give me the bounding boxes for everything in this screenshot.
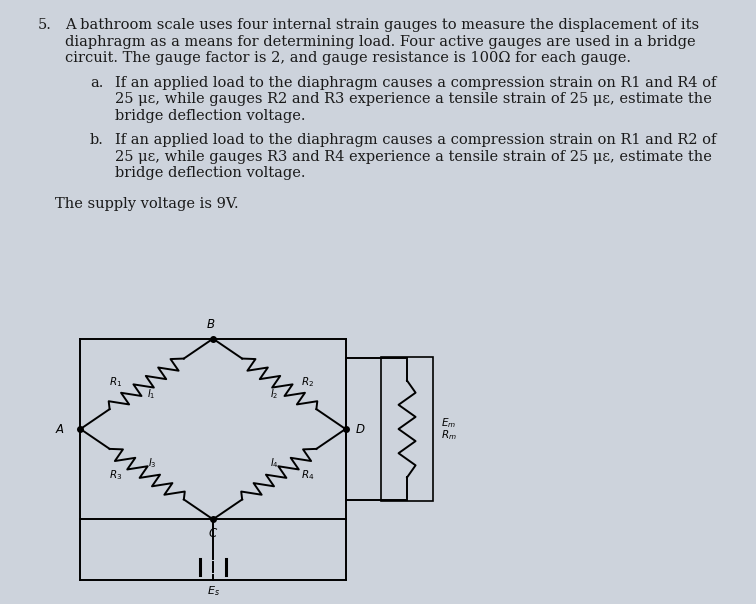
Text: The supply voltage is 9V.: The supply voltage is 9V. xyxy=(55,196,239,211)
Text: circuit. The gauge factor is 2, and gauge resistance is 100Ω for each gauge.: circuit. The gauge factor is 2, and gaug… xyxy=(65,51,631,65)
Text: $C$: $C$ xyxy=(208,527,218,540)
Text: $B$: $B$ xyxy=(206,318,215,331)
Text: If an applied load to the diaphragm causes a compression strain on R1 and R4 of: If an applied load to the diaphragm caus… xyxy=(115,76,717,89)
Text: $E_m$: $E_m$ xyxy=(442,417,457,430)
Text: $D$: $D$ xyxy=(355,423,365,435)
Text: $I_1$: $I_1$ xyxy=(147,388,156,402)
Text: $I_3$: $I_3$ xyxy=(148,457,156,471)
Text: 25 με, while gauges R2 and R3 experience a tensile strain of 25 με, estimate the: 25 με, while gauges R2 and R3 experience… xyxy=(115,92,712,106)
Text: $I_2$: $I_2$ xyxy=(271,388,279,402)
Text: bridge deflection voltage.: bridge deflection voltage. xyxy=(115,109,305,123)
Text: If an applied load to the diaphragm causes a compression strain on R1 and R2 of: If an applied load to the diaphragm caus… xyxy=(115,133,717,147)
Text: $I_4$: $I_4$ xyxy=(270,457,279,471)
Text: 5.: 5. xyxy=(38,18,52,32)
Text: a.: a. xyxy=(90,76,104,89)
Text: $R_3$: $R_3$ xyxy=(110,469,122,483)
Text: $E_s$: $E_s$ xyxy=(206,584,219,598)
Text: A bathroom scale uses four internal strain gauges to measure the displacement of: A bathroom scale uses four internal stra… xyxy=(65,18,699,32)
Bar xyxy=(381,357,433,501)
Text: $A$: $A$ xyxy=(55,423,65,435)
Text: $R_2$: $R_2$ xyxy=(301,376,314,390)
Text: bridge deflection voltage.: bridge deflection voltage. xyxy=(115,166,305,180)
Text: $R_1$: $R_1$ xyxy=(110,376,122,390)
Text: $R_4$: $R_4$ xyxy=(301,469,314,483)
Text: diaphragm as a means for determining load. Four active gauges are used in a brid: diaphragm as a means for determining loa… xyxy=(65,34,696,48)
Text: 25 με, while gauges R3 and R4 experience a tensile strain of 25 με, estimate the: 25 με, while gauges R3 and R4 experience… xyxy=(115,150,712,164)
Text: b.: b. xyxy=(90,133,104,147)
Text: $R_m$: $R_m$ xyxy=(442,428,457,442)
